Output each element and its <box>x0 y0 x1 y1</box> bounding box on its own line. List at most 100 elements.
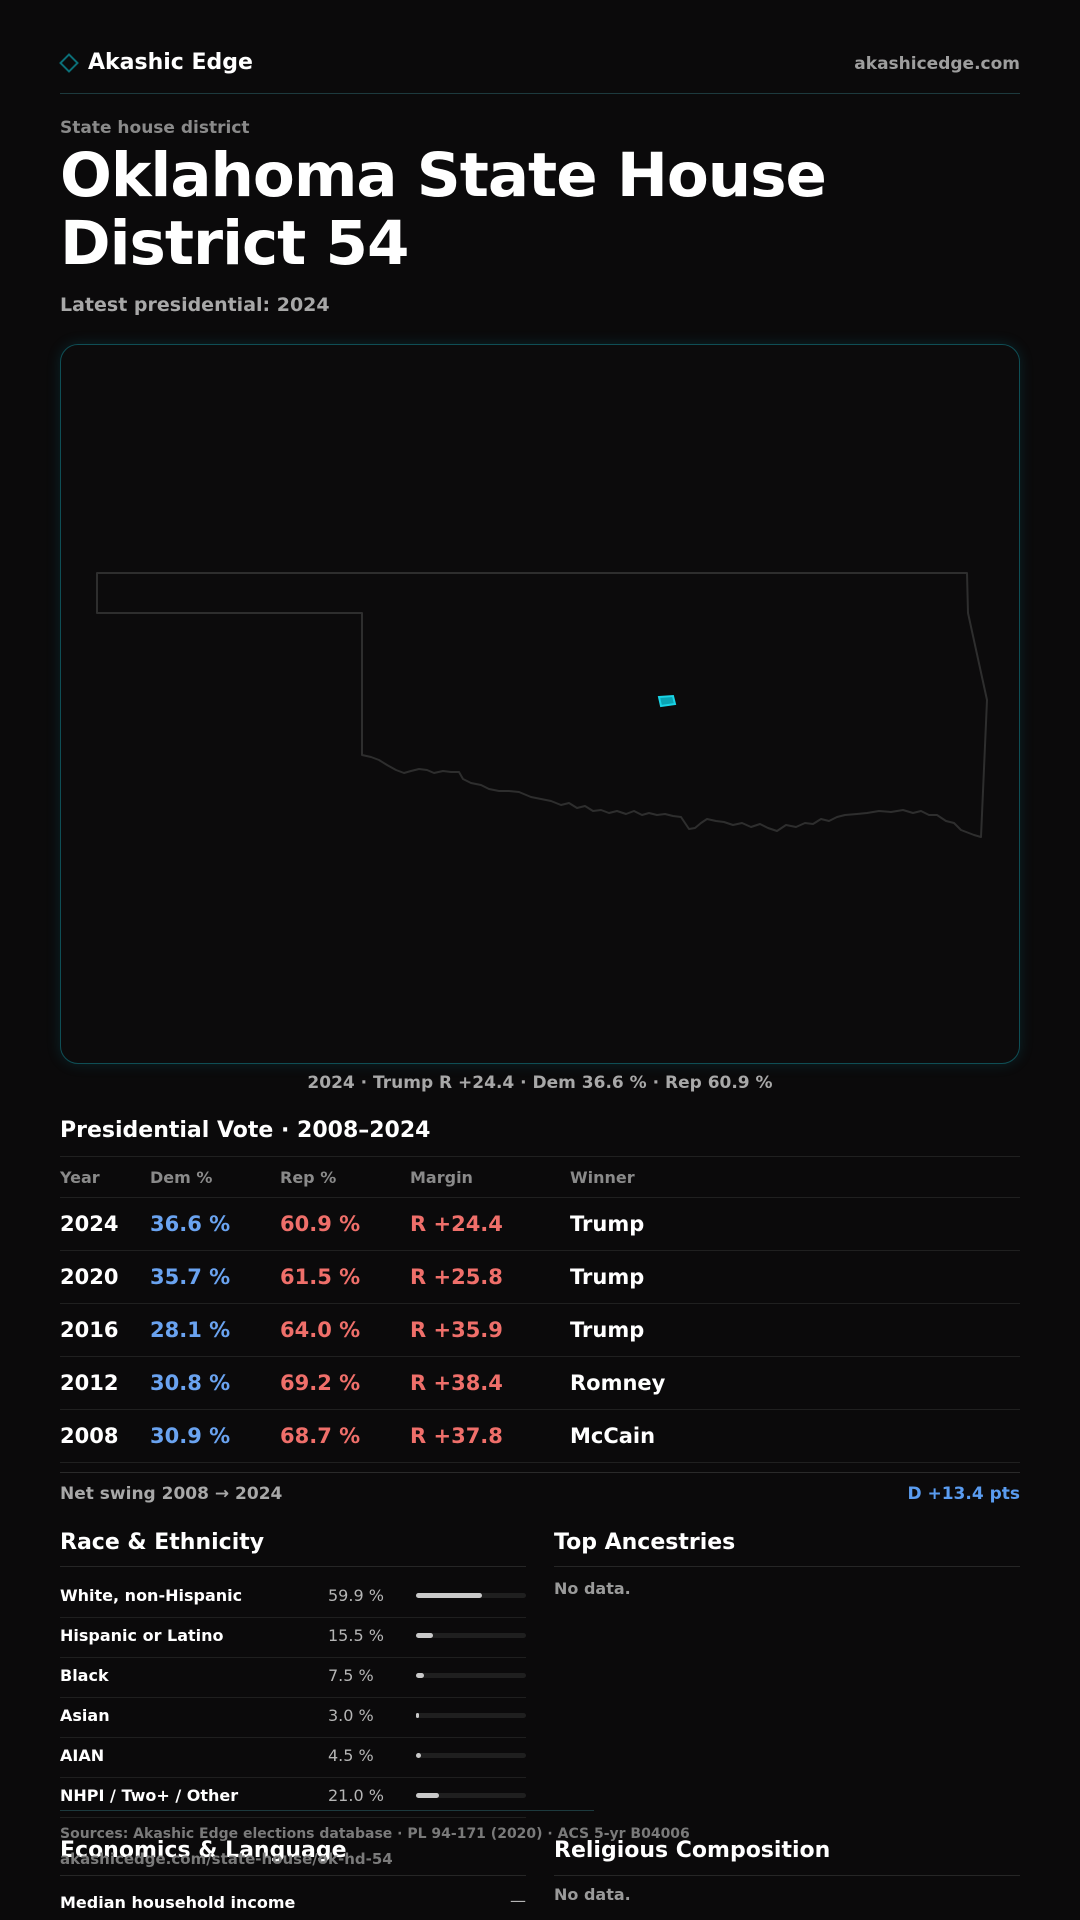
cell-rep: 60.9 % <box>280 1197 410 1251</box>
race-row: Hispanic or Latino 15.5 % <box>60 1618 526 1658</box>
ancestries-section-title: Top Ancestries <box>554 1530 736 1555</box>
race-bar-fill <box>416 1593 482 1598</box>
site-header: Akashic Edge akashicedge.com <box>59 44 1020 94</box>
cell-year: 2024 <box>60 1197 150 1251</box>
presidential-section-title: Presidential Vote · 2008–2024 <box>60 1118 431 1143</box>
cell-dem: 36.6 % <box>150 1197 280 1251</box>
race-label: AIAN <box>60 1746 105 1765</box>
race-row: White, non-Hispanic 59.9 % <box>60 1578 526 1618</box>
race-label: White, non-Hispanic <box>60 1586 243 1605</box>
cell-dem: 30.9 % <box>150 1409 280 1463</box>
col-header-year: Year <box>60 1156 150 1198</box>
cell-rep: 61.5 % <box>280 1250 410 1304</box>
ancestries-divider <box>554 1566 1020 1567</box>
race-label: Hispanic or Latino <box>60 1626 224 1645</box>
col-header-dem: Dem % <box>150 1156 280 1198</box>
page-title: Oklahoma State House District 54 <box>60 140 827 279</box>
median-income-value: — <box>510 1891 526 1910</box>
race-bar-track <box>416 1753 526 1758</box>
race-bar-fill <box>416 1753 421 1758</box>
brand-name: Akashic Edge <box>88 50 253 75</box>
race-bar-fill <box>416 1793 440 1798</box>
page-url[interactable]: akashicedge.com/state-house/ok-hd-54 <box>60 1850 393 1868</box>
race-section-title: Race & Ethnicity <box>60 1530 265 1555</box>
cell-margin: R +35.9 <box>410 1303 570 1357</box>
cell-rep: 69.2 % <box>280 1356 410 1410</box>
cell-margin: R +37.8 <box>410 1409 570 1463</box>
race-list: White, non-Hispanic 59.9 % Hispanic or Lat… <box>60 1578 526 1818</box>
col-header-rep: Rep % <box>280 1156 410 1198</box>
race-row: Asian 3.0 % <box>60 1698 526 1738</box>
brand-link[interactable]: Akashic Edge <box>59 50 253 75</box>
religion-divider <box>554 1875 1020 1876</box>
page-kicker: State house district <box>60 118 250 138</box>
cell-winner: Trump <box>570 1250 1020 1304</box>
cell-year: 2016 <box>60 1303 150 1357</box>
cell-rep: 64.0 % <box>280 1303 410 1357</box>
race-bar-track <box>416 1673 526 1678</box>
race-divider <box>60 1566 526 1567</box>
net-swing-row: Net swing 2008 → 2024 D +13.4 pts <box>60 1472 1020 1514</box>
sources-note: Sources: Akashic Edge elections database… <box>60 1826 690 1842</box>
race-value: 3.0 % <box>328 1706 374 1725</box>
cell-winner: Romney <box>570 1356 1020 1410</box>
table-row: 2016 28.1 % 64.0 % R +35.9 Trump <box>60 1303 1020 1357</box>
religion-no-data: No data. <box>554 1885 631 1904</box>
diamond-logo-icon <box>59 52 79 73</box>
race-bar-track <box>416 1793 526 1798</box>
cell-margin: R +24.4 <box>410 1197 570 1251</box>
footer-divider <box>60 1810 594 1811</box>
race-row: Black 7.5 % <box>60 1658 526 1698</box>
race-bar-fill <box>416 1673 425 1678</box>
median-income-label: Median household income <box>60 1893 296 1912</box>
district-map[interactable] <box>60 344 1020 1064</box>
page-subtitle: Latest presidential: 2024 <box>60 294 330 316</box>
race-row: AIAN 4.5 % <box>60 1738 526 1778</box>
site-domain-link[interactable]: akashicedge.com <box>854 54 1020 74</box>
cell-year: 2008 <box>60 1409 150 1463</box>
cell-dem: 28.1 % <box>150 1303 280 1357</box>
cell-year: 2012 <box>60 1356 150 1410</box>
oklahoma-state-outline <box>96 572 988 838</box>
race-value: 59.9 % <box>328 1586 384 1605</box>
cell-year: 2020 <box>60 1250 150 1304</box>
table-row: 2020 35.7 % 61.5 % R +25.8 Trump <box>60 1250 1020 1304</box>
table-row: 2012 30.8 % 69.2 % R +38.4 Romney <box>60 1356 1020 1410</box>
race-row: NHPI / Two+ / Other 21.0 % <box>60 1778 526 1818</box>
col-header-margin: Margin <box>410 1156 570 1198</box>
district-54-highlight[interactable] <box>657 694 677 708</box>
race-label: Black <box>60 1666 109 1685</box>
cell-winner: Trump <box>570 1197 1020 1251</box>
race-bar-track <box>416 1593 526 1598</box>
race-bar-fill <box>416 1713 420 1718</box>
ancestries-no-data: No data. <box>554 1579 631 1598</box>
economics-divider <box>60 1875 526 1876</box>
net-swing-value: D +13.4 pts <box>907 1484 1020 1504</box>
cell-dem: 35.7 % <box>150 1250 280 1304</box>
cell-margin: R +38.4 <box>410 1356 570 1410</box>
col-header-winner: Winner <box>570 1156 1020 1198</box>
race-value: 7.5 % <box>328 1666 374 1685</box>
cell-winner: Trump <box>570 1303 1020 1357</box>
map-caption: 2024 · Trump R +24.4 · Dem 36.6 % · Rep … <box>307 1073 773 1093</box>
net-swing-label: Net swing 2008 → 2024 <box>60 1484 283 1504</box>
race-value: 21.0 % <box>328 1786 384 1805</box>
race-bar-fill <box>416 1633 434 1638</box>
presidential-table: Year Dem % Rep % Margin Winner 2024 36.6… <box>60 1156 1020 1463</box>
race-value: 4.5 % <box>328 1746 374 1765</box>
table-row: 2024 36.6 % 60.9 % R +24.4 Trump <box>60 1197 1020 1251</box>
oklahoma-map-svg <box>96 572 988 838</box>
economics-section-title: Economics & Language <box>60 1838 347 1863</box>
table-header-row: Year Dem % Rep % Margin Winner <box>60 1156 1020 1198</box>
table-row: 2008 30.9 % 68.7 % R +37.8 McCain <box>60 1409 1020 1463</box>
cell-dem: 30.8 % <box>150 1356 280 1410</box>
race-label: NHPI / Two+ / Other <box>60 1786 239 1805</box>
cell-margin: R +25.8 <box>410 1250 570 1304</box>
race-value: 15.5 % <box>328 1626 384 1645</box>
race-label: Asian <box>60 1706 110 1725</box>
race-bar-track <box>416 1633 526 1638</box>
race-bar-track <box>416 1713 526 1718</box>
cell-rep: 68.7 % <box>280 1409 410 1463</box>
religion-section-title: Religious Composition <box>554 1838 831 1863</box>
